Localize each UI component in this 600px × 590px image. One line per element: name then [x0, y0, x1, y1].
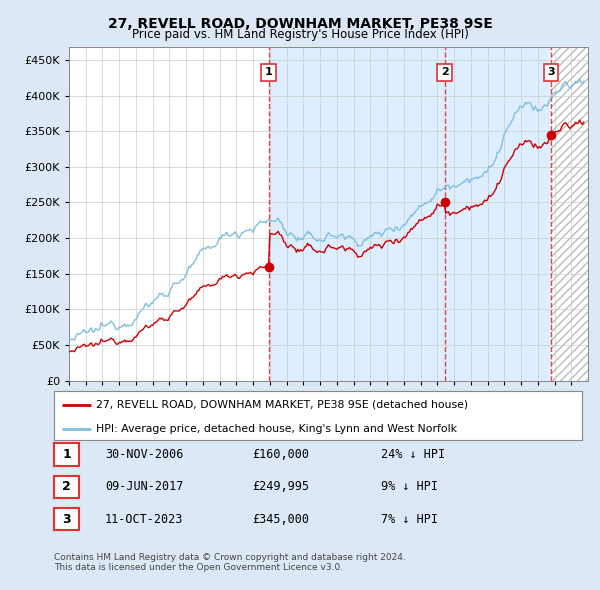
Text: 20: 20 — [448, 409, 460, 418]
Text: 19: 19 — [80, 409, 91, 418]
Text: 09-JUN-2017: 09-JUN-2017 — [105, 480, 184, 493]
Bar — [551, 47, 588, 381]
Text: 19: 19 — [113, 409, 125, 418]
Text: 20: 20 — [499, 409, 510, 418]
Text: 20: 20 — [181, 409, 192, 418]
Text: 04: 04 — [214, 395, 226, 405]
Text: 20: 20 — [264, 409, 275, 418]
Text: 20: 20 — [515, 409, 527, 418]
Text: 06: 06 — [247, 395, 259, 405]
Text: 20: 20 — [465, 409, 476, 418]
Text: 97: 97 — [97, 395, 108, 405]
Text: 16: 16 — [415, 395, 427, 405]
Text: 24: 24 — [549, 395, 560, 405]
Text: 19: 19 — [97, 409, 108, 418]
Text: £160,000: £160,000 — [252, 448, 309, 461]
Text: 96: 96 — [80, 395, 91, 405]
Text: 19: 19 — [465, 395, 476, 405]
Text: 20: 20 — [482, 409, 493, 418]
Text: 09: 09 — [298, 395, 309, 405]
Text: 24% ↓ HPI: 24% ↓ HPI — [381, 448, 445, 461]
Text: 20: 20 — [482, 395, 493, 405]
Text: 11-OCT-2023: 11-OCT-2023 — [105, 513, 184, 526]
Text: 99: 99 — [130, 395, 142, 405]
Text: 25: 25 — [566, 395, 577, 405]
Text: 08: 08 — [281, 395, 292, 405]
Text: 9% ↓ HPI: 9% ↓ HPI — [381, 480, 438, 493]
Text: 98: 98 — [113, 395, 125, 405]
Text: 20: 20 — [431, 409, 443, 418]
Text: 30-NOV-2006: 30-NOV-2006 — [105, 448, 184, 461]
Text: 15: 15 — [398, 395, 410, 405]
Text: 19: 19 — [130, 409, 142, 418]
Text: 20: 20 — [281, 409, 292, 418]
Text: 95: 95 — [63, 395, 75, 405]
Text: 20: 20 — [247, 409, 259, 418]
Text: 27, REVELL ROAD, DOWNHAM MARKET, PE38 9SE: 27, REVELL ROAD, DOWNHAM MARKET, PE38 9S… — [107, 17, 493, 31]
Text: 20: 20 — [382, 409, 393, 418]
Text: 03: 03 — [197, 395, 209, 405]
Text: 18: 18 — [448, 395, 460, 405]
Text: Contains HM Land Registry data © Crown copyright and database right 2024.: Contains HM Land Registry data © Crown c… — [54, 553, 406, 562]
Text: HPI: Average price, detached house, King's Lynn and West Norfolk: HPI: Average price, detached house, King… — [96, 424, 457, 434]
Text: Price paid vs. HM Land Registry's House Price Index (HPI): Price paid vs. HM Land Registry's House … — [131, 28, 469, 41]
Bar — [269, 47, 551, 381]
Text: This data is licensed under the Open Government Licence v3.0.: This data is licensed under the Open Gov… — [54, 563, 343, 572]
Text: 07: 07 — [264, 395, 275, 405]
Text: 3: 3 — [547, 67, 554, 77]
Text: 20: 20 — [298, 409, 309, 418]
Text: 20: 20 — [331, 409, 343, 418]
Text: 3: 3 — [62, 513, 71, 526]
Text: 02: 02 — [181, 395, 192, 405]
Text: 10: 10 — [314, 395, 326, 405]
Text: 2: 2 — [62, 480, 71, 493]
Text: 20: 20 — [197, 409, 209, 418]
Text: 19: 19 — [63, 409, 75, 418]
Text: 11: 11 — [331, 395, 343, 405]
Text: 20: 20 — [365, 409, 376, 418]
Text: 21: 21 — [499, 395, 510, 405]
Text: 17: 17 — [431, 395, 443, 405]
Text: 7% ↓ HPI: 7% ↓ HPI — [381, 513, 438, 526]
Text: 20: 20 — [566, 409, 577, 418]
Text: 20: 20 — [532, 409, 544, 418]
Text: 20: 20 — [147, 409, 158, 418]
Text: 27, REVELL ROAD, DOWNHAM MARKET, PE38 9SE (detached house): 27, REVELL ROAD, DOWNHAM MARKET, PE38 9S… — [96, 399, 469, 409]
Text: 23: 23 — [532, 395, 544, 405]
Text: 1: 1 — [62, 448, 71, 461]
Text: 22: 22 — [515, 395, 527, 405]
Text: 13: 13 — [365, 395, 376, 405]
Text: 20: 20 — [549, 409, 560, 418]
Text: 2: 2 — [441, 67, 449, 77]
Text: 20: 20 — [314, 409, 326, 418]
Text: 20: 20 — [231, 409, 242, 418]
Text: 01: 01 — [164, 395, 175, 405]
Text: 05: 05 — [230, 395, 242, 405]
Text: £345,000: £345,000 — [252, 513, 309, 526]
Text: 00: 00 — [147, 395, 158, 405]
Text: 1: 1 — [265, 67, 272, 77]
Text: 20: 20 — [398, 409, 410, 418]
Text: 20: 20 — [164, 409, 175, 418]
Bar — [551, 47, 588, 381]
Text: 20: 20 — [415, 409, 426, 418]
Text: 14: 14 — [382, 395, 393, 405]
Text: 12: 12 — [348, 395, 359, 405]
Text: 20: 20 — [214, 409, 226, 418]
Text: £249,995: £249,995 — [252, 480, 309, 493]
Text: 20: 20 — [348, 409, 359, 418]
